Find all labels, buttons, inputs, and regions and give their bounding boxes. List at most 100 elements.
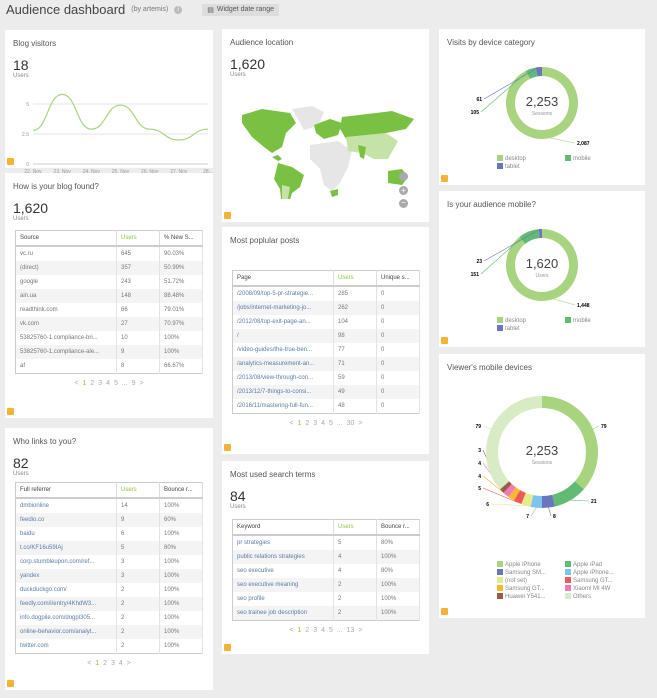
- donut-slice[interactable]: [542, 396, 598, 490]
- table-cell[interactable]: corp.stumbleupon.com/ref...: [15, 555, 117, 569]
- widget-settings-icon[interactable]: [7, 408, 14, 415]
- page-link[interactable]: 5: [328, 627, 333, 634]
- donut-slice[interactable]: [508, 487, 520, 501]
- page-link[interactable]: 1: [297, 420, 302, 427]
- column-header[interactable]: Full referrer: [15, 482, 117, 499]
- table-cell[interactable]: feedly.com/i/entry/4KhdW3...: [15, 597, 117, 611]
- legend-item[interactable]: desktop: [497, 155, 565, 162]
- next-page-button[interactable]: >: [139, 380, 144, 387]
- page-link[interactable]: 4: [118, 660, 123, 667]
- table-cell[interactable]: /2013/12/7-things-to-consi...: [232, 385, 334, 399]
- page-link[interactable]: 2: [103, 660, 108, 667]
- legend-item[interactable]: Huawei Y541...: [497, 593, 565, 600]
- next-page-button[interactable]: >: [358, 420, 363, 427]
- table-cell[interactable]: twitter.com: [15, 639, 117, 654]
- table-cell[interactable]: online-behavior.com/analyt...: [15, 625, 117, 639]
- map-zoom-in-button[interactable]: +: [399, 186, 408, 195]
- legend-item[interactable]: Apple iPad: [565, 561, 625, 568]
- widget-settings-icon[interactable]: [7, 680, 14, 687]
- column-header[interactable]: Bounce r...: [376, 519, 421, 536]
- donut-slice[interactable]: [538, 229, 542, 239]
- page-link[interactable]: 13: [346, 627, 355, 634]
- legend-item[interactable]: mobile: [565, 317, 625, 324]
- table-cell[interactable]: duckduckgo.com/: [15, 583, 117, 597]
- page-link[interactable]: 4: [321, 420, 326, 427]
- legend-item[interactable]: Apple iPhone...: [565, 569, 625, 576]
- prev-page-button[interactable]: <: [289, 420, 294, 427]
- table-cell[interactable]: /2012/08/top-exit-page-an...: [232, 315, 334, 329]
- table-cell[interactable]: /jobs/internet-marketing-jo...: [232, 301, 334, 315]
- legend-item[interactable]: tablet: [497, 163, 565, 170]
- table-cell[interactable]: seo profile: [232, 592, 334, 606]
- page-link[interactable]: 3: [313, 420, 318, 427]
- page-link[interactable]: 1: [95, 660, 100, 667]
- column-header[interactable]: Bounce r...: [159, 482, 204, 499]
- widget-settings-icon[interactable]: [441, 337, 448, 344]
- page-link[interactable]: 4: [321, 627, 326, 634]
- page-link[interactable]: 2: [90, 380, 95, 387]
- legend-item[interactable]: Apple iPhone: [497, 561, 565, 568]
- table-cell[interactable]: seo executive meaning: [232, 578, 334, 592]
- legend-item[interactable]: Samsung GT...: [497, 585, 565, 592]
- table-cell[interactable]: /analytics-measurement-an...: [232, 357, 334, 371]
- donut-slice[interactable]: [521, 492, 534, 507]
- page-link[interactable]: 3: [110, 660, 115, 667]
- world-map[interactable]: [222, 79, 429, 199]
- table-cell[interactable]: dmbionline: [15, 498, 117, 513]
- table-cell[interactable]: /video-guides/the-true-ben...: [232, 343, 334, 357]
- table-cell[interactable]: /2016/11/mastering-full-fun...: [232, 399, 334, 414]
- next-page-button[interactable]: >: [358, 627, 363, 634]
- legend-item[interactable]: tablet: [497, 325, 565, 332]
- page-link[interactable]: 5: [328, 420, 333, 427]
- widget-settings-icon[interactable]: [224, 644, 231, 651]
- column-header[interactable]: Source: [15, 230, 117, 247]
- column-header[interactable]: Users: [116, 482, 160, 499]
- page-link[interactable]: 9: [131, 380, 136, 387]
- page-link[interactable]: 3: [313, 627, 318, 634]
- column-header[interactable]: Unique s...: [376, 270, 421, 287]
- legend-item[interactable]: Samsung SM...: [497, 569, 565, 576]
- widget-settings-icon[interactable]: [224, 444, 231, 451]
- legend-item[interactable]: mobile: [565, 155, 625, 162]
- column-header[interactable]: Page: [232, 270, 334, 287]
- prev-page-button[interactable]: <: [289, 627, 294, 634]
- donut-slice[interactable]: [500, 481, 512, 493]
- map-reset-button[interactable]: [399, 172, 408, 181]
- column-header[interactable]: Users: [333, 270, 377, 287]
- next-page-button[interactable]: >: [126, 660, 131, 667]
- page-link[interactable]: 2: [305, 627, 310, 634]
- donut-slice[interactable]: [535, 67, 542, 77]
- page-link[interactable]: 1: [297, 627, 302, 634]
- legend-item[interactable]: Others: [565, 593, 625, 600]
- donut-slice[interactable]: [514, 490, 526, 505]
- widget-settings-icon[interactable]: [224, 212, 231, 219]
- table-cell[interactable]: seo executive: [232, 564, 334, 578]
- donut-slice[interactable]: [542, 494, 555, 508]
- donut-slice[interactable]: [530, 495, 542, 508]
- donut-slice[interactable]: [503, 484, 516, 497]
- column-header[interactable]: Keyword: [232, 519, 334, 536]
- map-zoom-out-button[interactable]: −: [399, 199, 408, 208]
- column-header[interactable]: Users: [116, 230, 160, 247]
- column-header[interactable]: % New S...: [159, 230, 204, 247]
- widget-date-range-button[interactable]: ▤ Widget date range: [202, 3, 280, 16]
- table-cell[interactable]: /: [232, 329, 334, 343]
- legend-item[interactable]: desktop: [497, 317, 565, 324]
- table-cell[interactable]: /2013/08/view-through-con...: [232, 371, 334, 385]
- legend-item[interactable]: (not set): [497, 577, 565, 584]
- column-header[interactable]: Users: [333, 519, 377, 536]
- table-cell[interactable]: yandex: [15, 569, 117, 583]
- info-icon[interactable]: i: [174, 5, 183, 14]
- donut-slice[interactable]: [552, 481, 584, 507]
- table-cell[interactable]: info.dogpile.com/dogpl305...: [15, 611, 117, 625]
- table-cell[interactable]: seo trainee job description: [232, 606, 334, 621]
- donut-slice[interactable]: [519, 229, 540, 244]
- page-link[interactable]: 30: [346, 420, 355, 427]
- widget-settings-icon[interactable]: [441, 608, 448, 615]
- page-link[interactable]: 3: [98, 380, 103, 387]
- legend-item[interactable]: Samsung GT...: [565, 577, 625, 584]
- page-link[interactable]: 4: [106, 380, 110, 387]
- legend-item[interactable]: Xiaomi MI 4W: [565, 585, 625, 592]
- prev-page-button[interactable]: <: [87, 660, 92, 667]
- page-link[interactable]: 2: [305, 420, 310, 427]
